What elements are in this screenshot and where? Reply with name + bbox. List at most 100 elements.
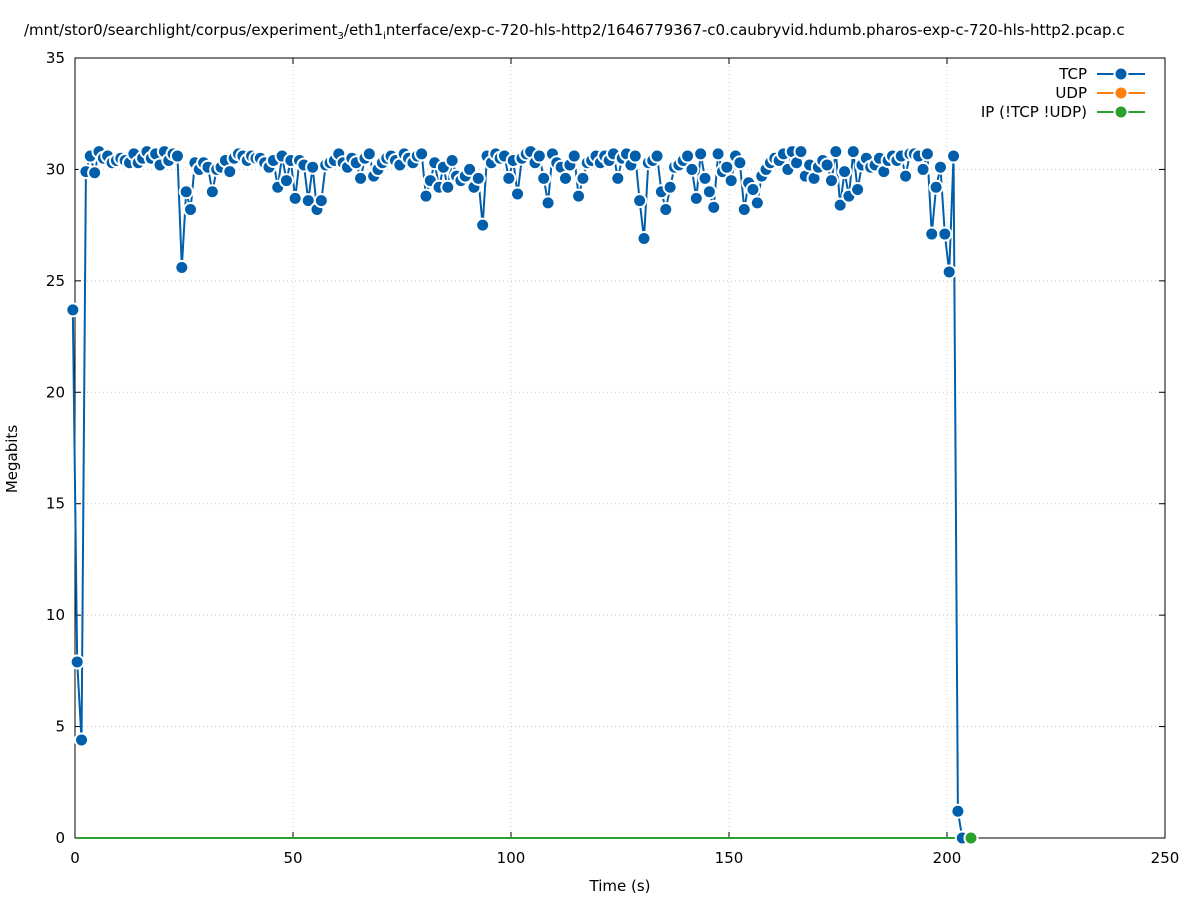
legend-label: UDP — [1055, 84, 1087, 102]
data-point — [355, 172, 367, 184]
data-point — [952, 805, 964, 817]
data-point — [660, 204, 672, 216]
data-point — [847, 146, 859, 158]
y-tick-label: 35 — [46, 49, 65, 67]
data-point — [442, 181, 454, 193]
x-tick-label: 250 — [1151, 849, 1180, 867]
data-point — [315, 195, 327, 207]
data-point — [71, 656, 83, 668]
data-point — [830, 146, 842, 158]
y-tick-label: 20 — [46, 383, 65, 401]
data-point — [708, 201, 720, 213]
data-point — [420, 190, 432, 202]
data-point — [695, 148, 707, 160]
data-point — [289, 192, 301, 204]
y-tick-label: 0 — [55, 829, 65, 847]
legend-marker — [1115, 106, 1127, 118]
legend-marker — [1115, 68, 1127, 80]
data-point — [363, 148, 375, 160]
data-point — [682, 150, 694, 162]
y-tick-label: 30 — [46, 160, 65, 178]
y-tick-label: 25 — [46, 272, 65, 290]
data-point — [416, 148, 428, 160]
x-tick-label: 0 — [70, 849, 80, 867]
y-tick-label: 15 — [46, 495, 65, 513]
data-point — [89, 167, 101, 179]
data-point — [795, 146, 807, 158]
data-point — [948, 150, 960, 162]
data-point — [302, 195, 314, 207]
data-point — [464, 163, 476, 175]
data-point — [825, 175, 837, 187]
data-point — [834, 199, 846, 211]
data-point — [538, 172, 550, 184]
data-point — [934, 161, 946, 173]
data-point — [686, 163, 698, 175]
data-point — [512, 188, 524, 200]
data-point — [185, 204, 197, 216]
data-point — [921, 148, 933, 160]
data-point — [926, 228, 938, 240]
y-axis-label: Megabits — [3, 424, 21, 494]
data-point — [542, 197, 554, 209]
data-point — [180, 186, 192, 198]
x-tick-label: 200 — [933, 849, 962, 867]
data-point — [699, 172, 711, 184]
data-point — [568, 150, 580, 162]
data-point — [577, 172, 589, 184]
x-tick-label: 150 — [715, 849, 744, 867]
data-point — [725, 175, 737, 187]
data-point — [821, 159, 833, 171]
data-point — [176, 261, 188, 273]
data-point — [900, 170, 912, 182]
y-tick-label: 5 — [55, 718, 65, 736]
x-tick-label: 100 — [497, 849, 526, 867]
data-point — [878, 166, 890, 178]
data-point — [634, 195, 646, 207]
data-point — [738, 204, 750, 216]
data-point — [690, 192, 702, 204]
data-point — [751, 197, 763, 209]
data-point — [612, 172, 624, 184]
data-point — [280, 175, 292, 187]
data-point — [965, 832, 977, 844]
data-point — [734, 157, 746, 169]
data-point — [477, 219, 489, 231]
data-point — [721, 161, 733, 173]
data-point — [703, 186, 715, 198]
data-point — [852, 183, 864, 195]
data-point — [533, 150, 545, 162]
legend-label: TCP — [1058, 65, 1087, 83]
data-point — [943, 266, 955, 278]
data-point — [560, 172, 571, 184]
data-point — [638, 233, 650, 245]
data-point — [664, 181, 676, 193]
x-axis-label: Time (s) — [589, 877, 651, 895]
series-layer — [65, 144, 979, 846]
data-point — [206, 186, 218, 198]
data-point — [651, 150, 663, 162]
data-point — [67, 304, 79, 316]
y-tick-label: 10 — [46, 606, 65, 624]
data-point — [747, 183, 759, 195]
legend-label: IP (!TCP !UDP) — [981, 103, 1087, 121]
axis-ticks: 0 50 100 150 200 250 0 5 10 15 20 25 30 35 — [46, 49, 1179, 867]
data-point — [939, 228, 951, 240]
data-point — [573, 190, 585, 202]
data-point — [839, 166, 851, 178]
data-point — [307, 161, 319, 173]
data-point — [224, 166, 236, 178]
data-point — [171, 150, 183, 162]
x-tick-label: 50 — [283, 849, 302, 867]
data-point — [712, 148, 724, 160]
data-point — [503, 172, 515, 184]
data-point — [808, 172, 820, 184]
data-point — [791, 157, 803, 169]
data-point — [917, 163, 929, 175]
chart-title: /mnt/stor0/searchlight/corpus/experiment… — [24, 21, 1125, 42]
data-point — [930, 181, 942, 193]
data-point — [76, 734, 88, 746]
series-line-tcp — [71, 147, 964, 839]
data-point — [446, 155, 458, 167]
